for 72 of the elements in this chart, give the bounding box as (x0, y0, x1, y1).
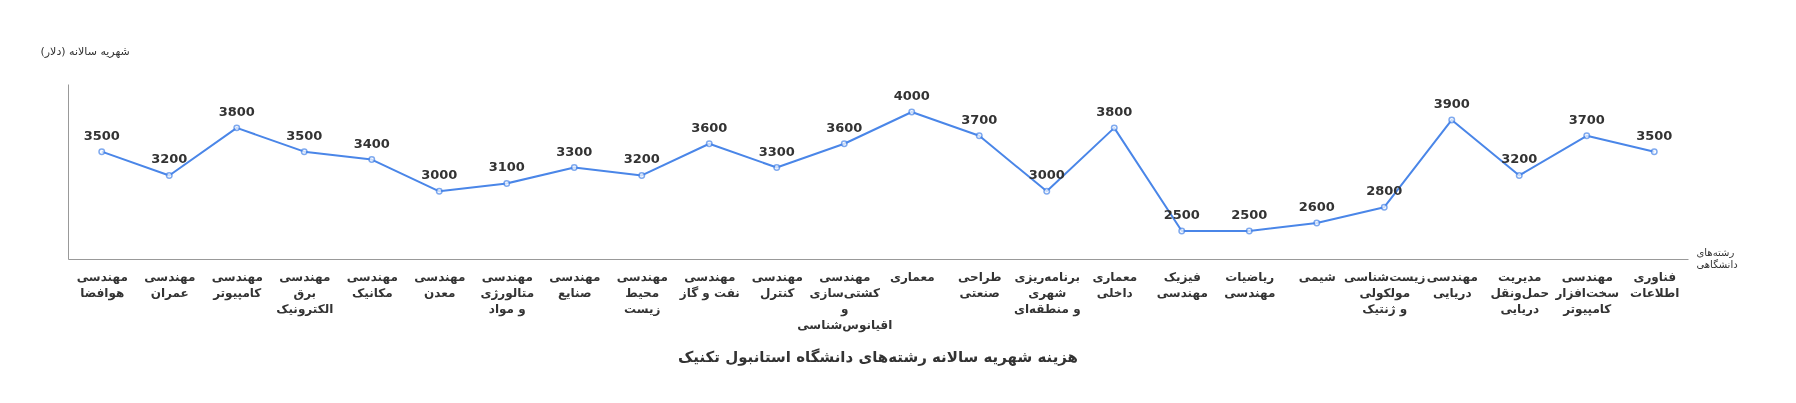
x-tick-label: ریاضیات مهندسی (1224, 269, 1276, 300)
point (705, 140, 713, 148)
x-tick-label: فناوری اطلاعات (1630, 269, 1680, 300)
point (368, 156, 376, 164)
x-tick-label: معماری (889, 269, 935, 284)
x-tick-label: معماری داخلی (1092, 269, 1138, 300)
x-tick-label: مدیریت حمل‌ونقل دریایی (1490, 269, 1550, 316)
text: هزینه شهریه سالانه رشته‌های دانشگاه استانبول تکنیک (677, 348, 1079, 366)
point (165, 171, 173, 179)
x-tick-label: مهندسی کامپیوتر (211, 269, 263, 301)
x-tick-label: شیمی (1298, 269, 1336, 284)
x-tick-label: مهندسی دریایی (1426, 269, 1478, 300)
data-label: 3400 (353, 135, 390, 151)
point (773, 164, 781, 172)
point (1313, 219, 1321, 227)
point (975, 132, 983, 140)
data-label: 3800 (1096, 103, 1133, 119)
data-label: 3600 (691, 119, 728, 135)
point (1448, 116, 1456, 124)
x-tick-label: مهندسی مکانیک (346, 269, 398, 300)
point (435, 187, 443, 195)
point (1110, 124, 1118, 132)
x-tick-label: زیست‌شناسی مولکولی و ژنتیک (1344, 269, 1426, 317)
point (1583, 132, 1591, 140)
y-axis-title: (دلار) شهریه سالانه (40, 44, 130, 58)
point (1650, 148, 1658, 156)
x-tick-label: مهندسی نفت و گاز (678, 269, 740, 301)
data-label: 3000 (421, 167, 458, 183)
data-label: 3700 (961, 111, 998, 127)
x-tick-label: مهندسی متالورژی و مواد (480, 269, 535, 317)
x-tick-label: مهندسی عمران (144, 269, 196, 300)
point (1380, 203, 1388, 211)
data-label: 3100 (488, 159, 525, 175)
point (98, 148, 106, 156)
point (1515, 171, 1523, 179)
data-label: 3200 (151, 151, 188, 167)
data-label: 3300 (758, 143, 795, 159)
point (1043, 187, 1051, 195)
x-tick-label: مهندسی برق الکترونیک (276, 269, 334, 317)
point (1245, 227, 1253, 235)
point (503, 179, 511, 187)
x-tick-label: برنامه‌ریزی شهری و منطقه‌ای (1013, 269, 1081, 317)
point (638, 171, 646, 179)
data-label: 3300 (556, 143, 593, 159)
x-tick-label: طراحی صنعتی (957, 269, 1002, 300)
x-tick-label: مهندسی هوافضا (76, 269, 128, 301)
x-tick-label: مهندسی معدن (414, 269, 466, 300)
data-label: 3600 (826, 119, 863, 135)
data-label: 2600 (1298, 199, 1335, 215)
data-label: 4000 (893, 88, 930, 103)
x-tick-label: مهندسی سخت‌افزار کامپیوتر (1554, 269, 1620, 317)
point (233, 124, 241, 132)
data-label: 3800 (218, 103, 255, 119)
x-axis-title: رشته‌های دانشگاهی (1696, 246, 1738, 270)
data-label: 3500 (1636, 127, 1673, 143)
x-tick-label: مهندسی محیط زیست (616, 269, 668, 316)
data-label: 3500 (83, 127, 120, 143)
point (300, 148, 308, 156)
data-label: 2500 (1231, 207, 1268, 222)
data-label: 3500 (286, 127, 323, 143)
data-label: 3700 (1568, 111, 1605, 127)
x-tick-label: فیزیک مهندسی (1156, 269, 1208, 300)
data-label: 3000 (1028, 167, 1065, 183)
x-tick-label: مهندسی کنترل (751, 269, 803, 300)
data-label: 3200 (1501, 151, 1538, 167)
data-label: 3200 (623, 151, 660, 167)
point (840, 140, 848, 148)
x-tick-label: مهندسی صنایع (549, 269, 601, 300)
point (570, 164, 578, 172)
point (908, 108, 916, 116)
data-label: 3900 (1433, 95, 1470, 111)
point (1178, 227, 1186, 235)
